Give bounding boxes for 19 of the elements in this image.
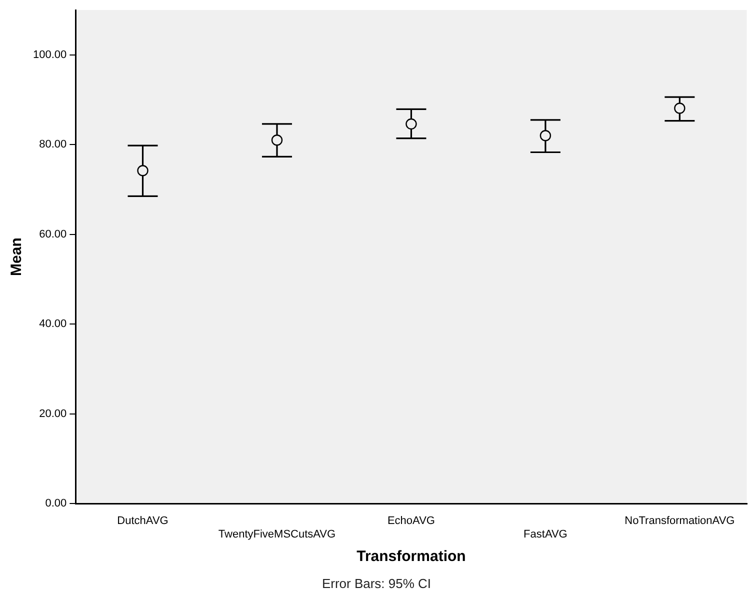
point [137,165,148,176]
x-tick-label: EchoAVG [387,515,435,528]
x-axis-title: Transformation [356,548,466,566]
x-tick-label: NoTransformationAVG [624,515,735,528]
y-tick-label: 80.00 [39,138,67,151]
text: Error Bars: 95% CI [320,576,432,591]
y-tick-label: 40.00 [39,318,67,330]
y-tick-label: 0.00 [45,498,67,510]
point [674,102,686,114]
point [406,118,417,130]
point [271,134,283,146]
y-tick-label: 100.00 [32,48,67,61]
x-tick-label: TwentyFiveMSCutsAVG [218,528,336,540]
x-tick-label: DutchAVG [117,515,168,528]
x-tick-label: FastAVG [524,528,568,540]
y-tick-label: 60.00 [39,228,67,240]
y-axis-title: Mean [8,238,26,276]
point [540,130,552,142]
y-tick-label: 20.00 [39,408,67,420]
